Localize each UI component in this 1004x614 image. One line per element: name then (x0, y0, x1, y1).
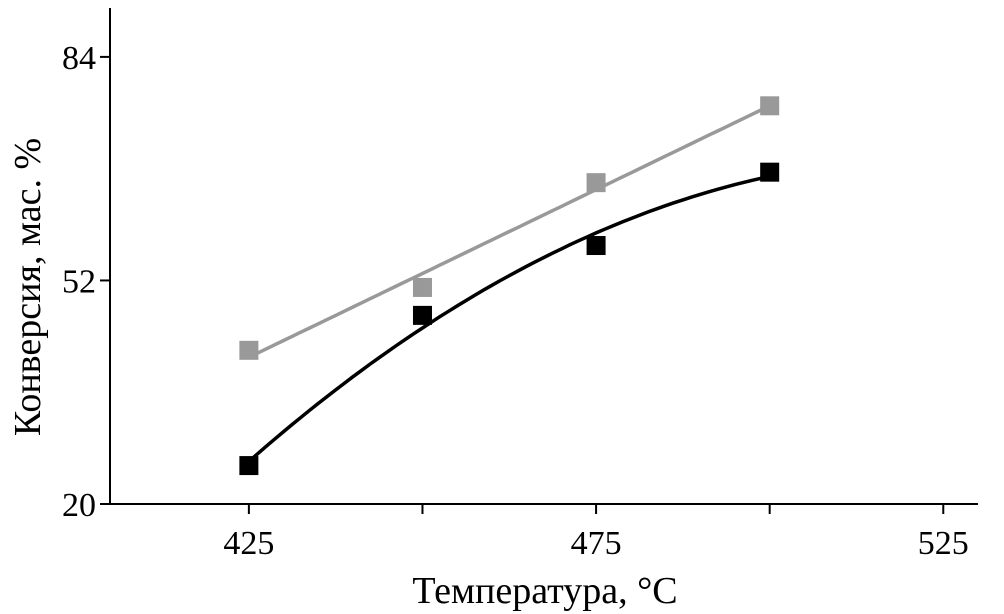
data-point-series-1 (412, 277, 432, 297)
data-point-series-1 (586, 173, 606, 193)
x-axis-title: Температура, °C (412, 570, 677, 612)
data-point-series-1 (760, 96, 780, 116)
y-axis-title: Конверсия, мас. % (7, 138, 49, 436)
x-tick-label: 425 (223, 525, 274, 562)
trend-line-series-1 (248, 104, 771, 359)
x-tick-label: 475 (571, 525, 622, 562)
data-point-series-2 (412, 305, 432, 325)
axes (100, 8, 978, 514)
tick-labels: 425 475 525 20 52 84 (62, 40, 969, 562)
data-point-series-2 (239, 456, 259, 476)
y-tick-label: 52 (62, 263, 96, 300)
y-tick-label: 20 (62, 487, 96, 524)
trend-line-series-2 (247, 174, 771, 463)
trend-lines (247, 104, 771, 463)
data-point-series-1 (239, 340, 259, 360)
y-tick-label: 84 (62, 40, 96, 77)
x-tick-label: 525 (918, 525, 969, 562)
data-point-series-2 (760, 162, 780, 182)
data-points (239, 96, 780, 476)
data-point-series-2 (586, 236, 606, 256)
